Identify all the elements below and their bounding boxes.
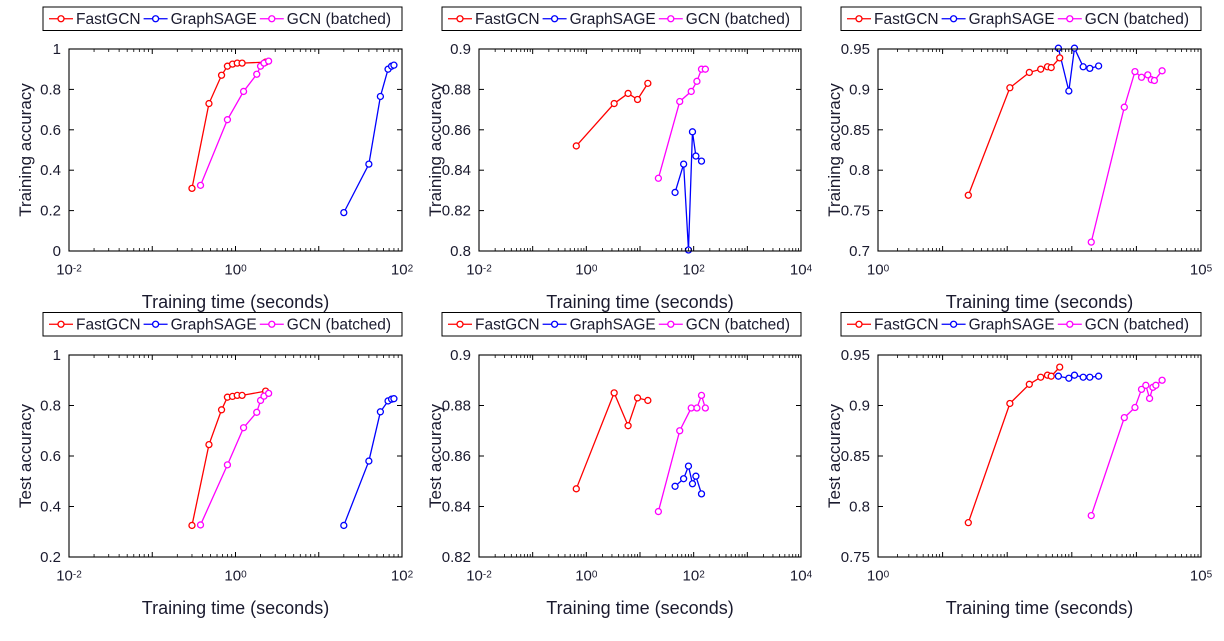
- svg-text:0.75: 0.75: [841, 203, 870, 220]
- svg-text:0.88: 0.88: [442, 398, 471, 415]
- svg-text:Training time (seconds): Training time (seconds): [946, 598, 1133, 618]
- svg-text:0.86: 0.86: [442, 122, 471, 139]
- svg-text:0.8: 0.8: [40, 398, 61, 415]
- svg-text:1: 1: [53, 347, 61, 364]
- svg-text:0.88: 0.88: [442, 81, 471, 98]
- svg-text:FastGCN: FastGCN: [874, 11, 939, 28]
- svg-text:Training time (seconds): Training time (seconds): [142, 292, 329, 312]
- svg-text:Training time (seconds): Training time (seconds): [142, 598, 329, 618]
- svg-text:FastGCN: FastGCN: [874, 316, 939, 333]
- svg-text:0.6: 0.6: [40, 122, 61, 139]
- svg-text:0.7: 0.7: [849, 243, 870, 260]
- svg-text:0.9: 0.9: [450, 347, 471, 364]
- svg-text:0.6: 0.6: [40, 448, 61, 465]
- svg-text:0.2: 0.2: [40, 203, 61, 220]
- svg-text:0.75: 0.75: [841, 549, 870, 566]
- svg-text:0.84: 0.84: [442, 499, 471, 516]
- svg-text:Training time (seconds): Training time (seconds): [946, 292, 1133, 312]
- svg-text:0.8: 0.8: [849, 499, 870, 516]
- svg-text:Training accuracy: Training accuracy: [426, 83, 445, 217]
- svg-text:FastGCN: FastGCN: [76, 11, 141, 28]
- svg-text:0.2: 0.2: [40, 549, 61, 566]
- svg-text:FastGCN: FastGCN: [475, 11, 540, 28]
- svg-text:Test accuracy: Test accuracy: [426, 404, 445, 508]
- svg-text:0.9: 0.9: [849, 398, 870, 415]
- svg-text:0.8: 0.8: [849, 162, 870, 179]
- svg-text:Training accuracy: Training accuracy: [16, 83, 35, 217]
- svg-text:GCN (batched): GCN (batched): [287, 11, 391, 28]
- svg-text:GraphSAGE: GraphSAGE: [969, 316, 1055, 333]
- svg-text:0.8: 0.8: [450, 243, 471, 260]
- svg-text:0.4: 0.4: [40, 162, 61, 179]
- svg-text:GCN (batched): GCN (batched): [1085, 11, 1189, 28]
- svg-text:0.84: 0.84: [442, 162, 471, 179]
- svg-text:GraphSAGE: GraphSAGE: [570, 11, 656, 28]
- svg-text:0.85: 0.85: [841, 122, 870, 139]
- svg-text:GraphSAGE: GraphSAGE: [570, 316, 656, 333]
- svg-text:0.8: 0.8: [40, 81, 61, 98]
- svg-text:0.82: 0.82: [442, 549, 471, 566]
- svg-text:Training time (seconds): Training time (seconds): [546, 292, 733, 312]
- svg-text:Test accuracy: Test accuracy: [825, 404, 844, 508]
- svg-text:GCN (batched): GCN (batched): [287, 316, 391, 333]
- svg-text:1: 1: [53, 41, 61, 58]
- svg-text:FastGCN: FastGCN: [76, 316, 141, 333]
- svg-text:0: 0: [53, 243, 61, 260]
- svg-text:0.95: 0.95: [841, 347, 870, 364]
- svg-text:Training time (seconds): Training time (seconds): [546, 598, 733, 618]
- svg-text:GCN (batched): GCN (batched): [686, 316, 790, 333]
- svg-text:GraphSAGE: GraphSAGE: [171, 11, 257, 28]
- svg-text:GCN (batched): GCN (batched): [1085, 316, 1189, 333]
- svg-text:0.82: 0.82: [442, 203, 471, 220]
- svg-text:Test accuracy: Test accuracy: [16, 404, 35, 508]
- svg-text:0.95: 0.95: [841, 41, 870, 58]
- svg-text:FastGCN: FastGCN: [475, 316, 540, 333]
- svg-text:0.4: 0.4: [40, 499, 61, 516]
- svg-text:Training accuracy: Training accuracy: [825, 83, 844, 217]
- svg-text:GraphSAGE: GraphSAGE: [171, 316, 257, 333]
- svg-text:0.9: 0.9: [450, 41, 471, 58]
- svg-text:GraphSAGE: GraphSAGE: [969, 11, 1055, 28]
- svg-text:0.86: 0.86: [442, 448, 471, 465]
- svg-text:0.9: 0.9: [849, 81, 870, 98]
- svg-text:GCN (batched): GCN (batched): [686, 11, 790, 28]
- svg-text:0.85: 0.85: [841, 448, 870, 465]
